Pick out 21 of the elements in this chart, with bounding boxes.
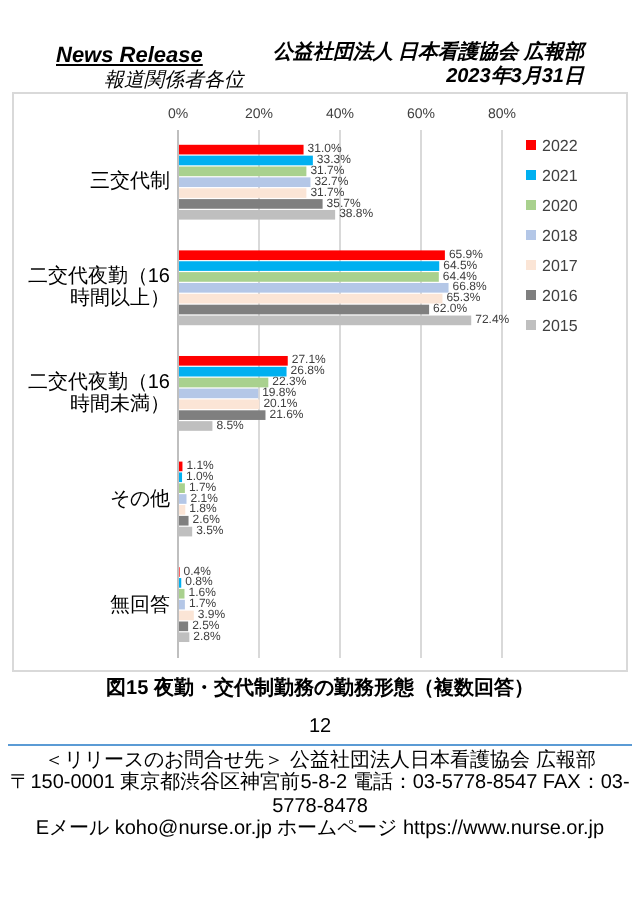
text: 2023年3月31日 [446,66,584,90]
text: News Release [56,44,203,68]
text: 〒150-0001 東京都渋谷区神宮前5-8-2 電話：03-5778-8547 FAX：03-5778-8478 [8,772,632,818]
text: 図15 夜勤・交代制勤務の勤務形態（複数回答） [104,678,536,702]
y-tick-label: 三交代制 [88,171,170,194]
y-tick-label: 二交代夜勤（16時間未満） [25,372,170,416]
legend-label: 2020 [542,197,579,215]
y-tick-label: 二交代夜勤（16時間以上） [25,266,170,311]
legend-label: 2022 [542,137,579,155]
text: Eメール koho@nurse.or.jp ホームページ https://www.nurse.or.jp [33,818,607,841]
text: ＜リリースのお問合せ先＞ 公益社団法人日本看護協会 広報部 [42,749,598,771]
legend-label: 2015 [542,317,579,335]
legend-label: 2018 [542,227,579,245]
legend-label: 2021 [542,167,579,185]
text: 12 [306,716,334,739]
y-tick-label: その他 [108,488,170,511]
legend-label: 2017 [542,257,579,275]
text: 報道関係者各位 [104,70,244,94]
legend-label: 2016 [542,287,579,305]
y-tick-label: 無回答 [108,594,170,617]
text: 公益社団法人 日本看護協会 広報部 [272,42,584,65]
